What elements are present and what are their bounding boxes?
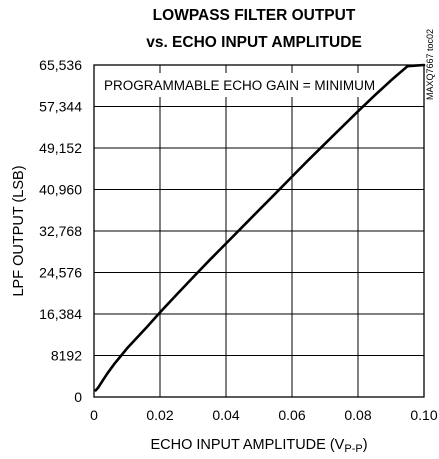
annotation-background <box>100 73 390 97</box>
series-line <box>94 63 426 392</box>
doc-id-label: MAXQ7667 toc02 <box>425 29 435 100</box>
chart-title-line-2: vs. ECHO INPUT AMPLITUDE <box>146 34 362 51</box>
y-tick-label: 0 <box>74 389 82 405</box>
x-axis-label-close: ) <box>363 437 368 453</box>
y-tick-label: 32,768 <box>39 223 82 239</box>
x-tick-label: 0 <box>90 407 98 423</box>
plot-frame <box>93 64 425 398</box>
y-tick-label: 65,536 <box>39 57 82 73</box>
x-tick-labels: 0 0.02 0.04 0.06 0.08 0.10 <box>90 407 438 423</box>
annotation-label: PROGRAMMABLE ECHO GAIN = MINIMUM <box>104 78 375 93</box>
grid <box>94 65 424 397</box>
y-tick-label: 16,384 <box>39 306 82 322</box>
x-tick-label: 0.02 <box>146 407 173 423</box>
x-tick-label: 0.06 <box>278 407 305 423</box>
y-tick-label: 24,576 <box>39 265 82 281</box>
chart-title-line-1: LOWPASS FILTER OUTPUT <box>153 7 356 24</box>
x-tick-label: 0.04 <box>212 407 239 423</box>
x-tick-label: 0.08 <box>344 407 371 423</box>
x-tick-label: 0.10 <box>410 407 437 423</box>
y-axis-label: LPF OUTPUT (LSB) <box>11 165 27 296</box>
x-axis-label: ECHO INPUT AMPLITUDE (VP-P) <box>150 437 367 455</box>
x-axis-label-main: ECHO INPUT AMPLITUDE (V <box>150 437 344 453</box>
y-tick-labels: 0 8192 16,384 24,576 32,768 40,960 49,152 57,34… <box>39 57 82 405</box>
y-tick-label: 49,152 <box>39 140 82 156</box>
x-axis-label-subscript: P-P <box>344 443 362 455</box>
y-tick-label: 40,960 <box>39 182 82 198</box>
y-tick-label: 8192 <box>51 348 82 364</box>
y-tick-label: 57,344 <box>39 99 82 115</box>
